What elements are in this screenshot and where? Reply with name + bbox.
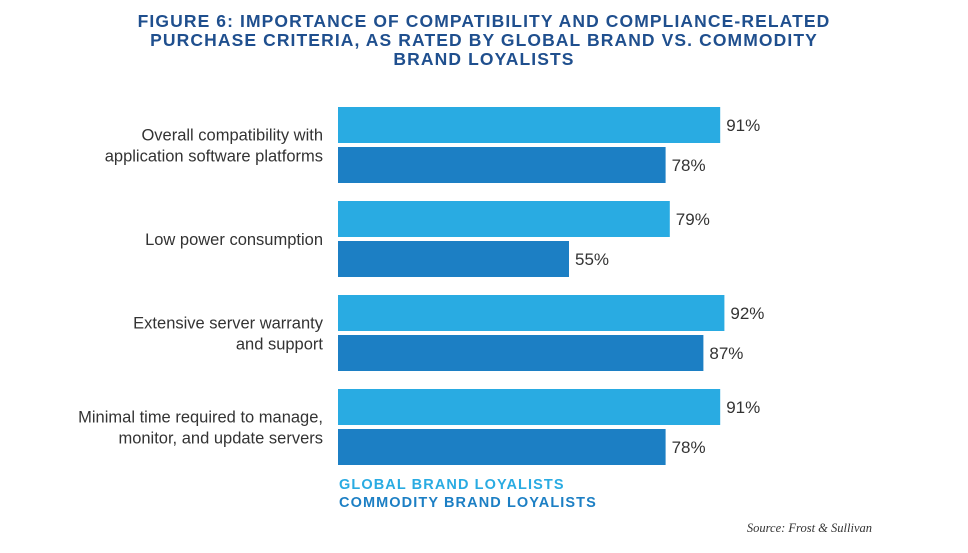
chart-title-line: FIGURE 6: IMPORTANCE OF COMPATIBILITY AN…	[137, 11, 831, 31]
category-label: Low power consumption	[145, 231, 323, 249]
category-label: and support	[236, 336, 324, 354]
chart-title: FIGURE 6: IMPORTANCE OF COMPATIBILITY AN…	[40, 12, 928, 69]
category-label: Minimal time required to manage,	[78, 409, 323, 427]
data-label: 87%	[709, 344, 743, 363]
bar-commodity	[338, 241, 569, 277]
chart-title-line: BRAND LOYALISTS	[393, 49, 575, 69]
legend-entry-commodity: COMMODITY BRAND LOYALISTS	[339, 495, 597, 511]
bar-global	[338, 295, 725, 331]
chart-title-line: PURCHASE CRITERIA, AS RATED BY GLOBAL BR…	[150, 30, 818, 50]
bar-global	[338, 389, 721, 425]
legend: GLOBAL BRAND LOYALISTS COMMODITY BRAND L…	[339, 476, 597, 512]
category-label: monitor, and update servers	[118, 430, 323, 448]
legend-entry-global: GLOBAL BRAND LOYALISTS	[339, 477, 565, 493]
data-label: 79%	[676, 210, 710, 229]
bar-global	[338, 201, 670, 237]
data-label: 55%	[575, 250, 609, 269]
bar-commodity	[338, 147, 666, 183]
data-label: 91%	[726, 116, 760, 135]
data-label: 91%	[726, 398, 760, 417]
data-label: 78%	[672, 156, 706, 175]
category-label: Extensive server warranty	[133, 315, 324, 333]
source-note: Source: Frost & Sullivan	[746, 521, 872, 535]
bar-global	[338, 107, 721, 143]
category-label: Overall compatibility with	[141, 127, 323, 145]
bar-commodity	[338, 429, 666, 465]
category-label: application software platforms	[105, 148, 323, 166]
bar-commodity	[338, 335, 704, 371]
data-label: 92%	[730, 304, 764, 323]
data-label: 78%	[672, 438, 706, 457]
